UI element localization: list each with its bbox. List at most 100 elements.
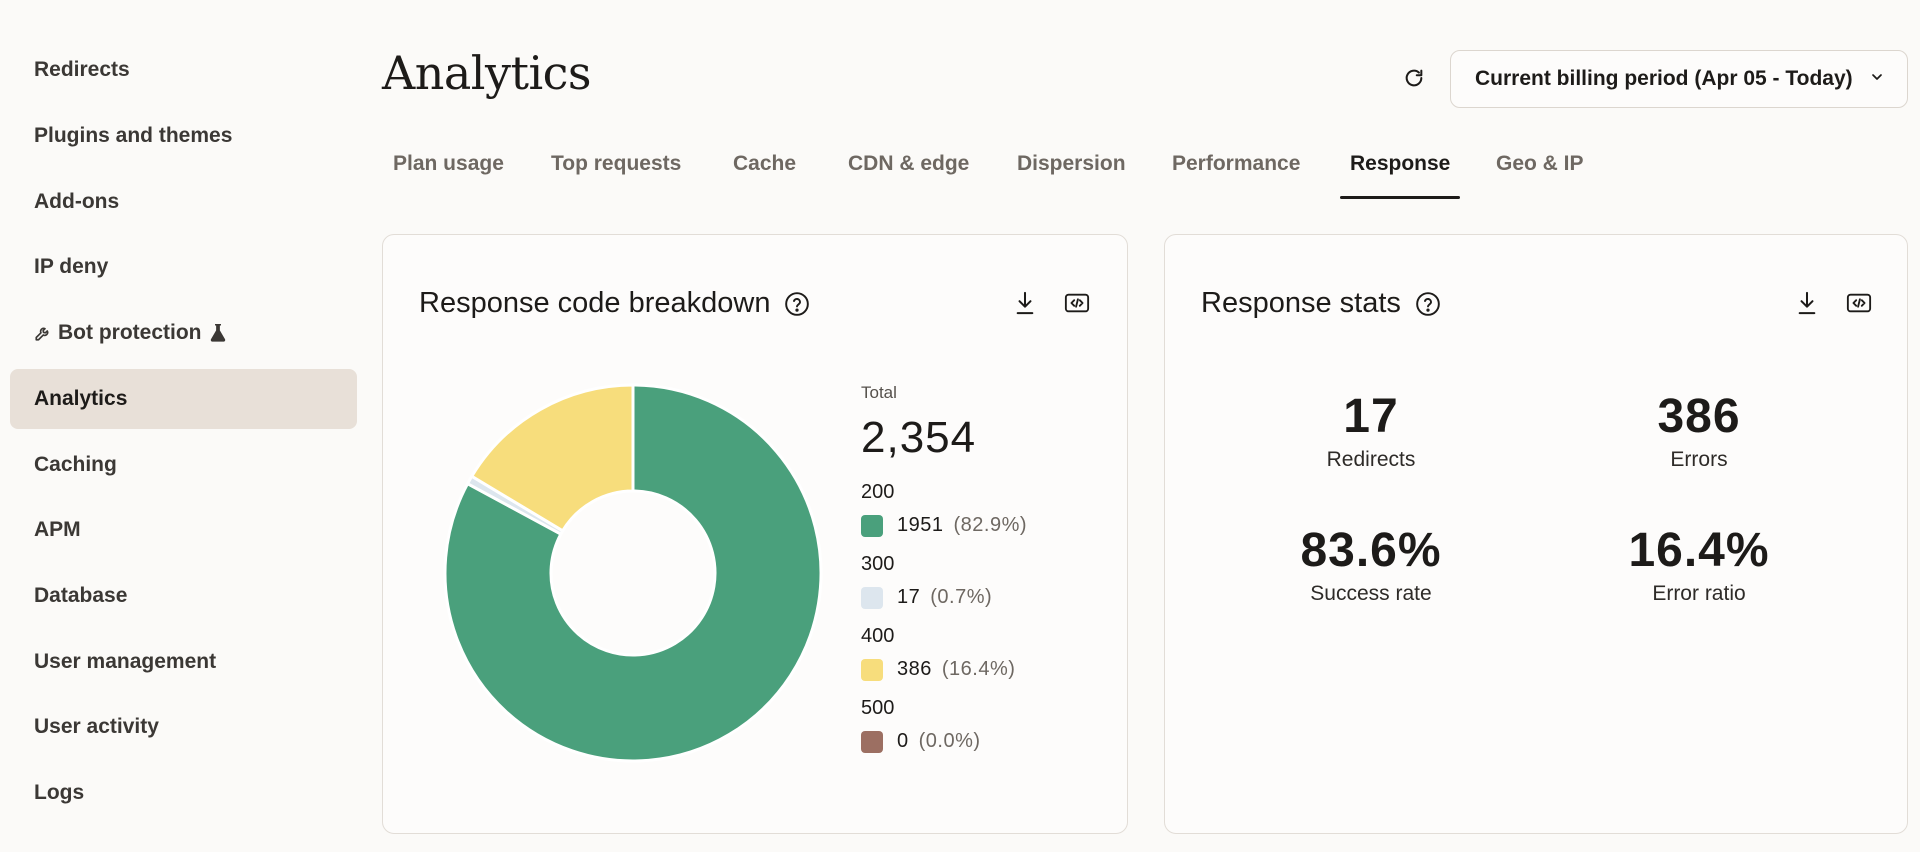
tab-label: Cache bbox=[733, 152, 797, 175]
code-icon bbox=[1846, 293, 1872, 313]
page-title: Analytics bbox=[382, 46, 592, 100]
stat-error-ratio: 16.4% Error ratio bbox=[1539, 523, 1859, 606]
sidebar-item-apm[interactable]: APM bbox=[10, 500, 357, 560]
billing-period-select[interactable]: Current billing period (Apr 05 - Today) bbox=[1450, 50, 1908, 108]
legend-count: 17 bbox=[897, 586, 921, 608]
legend-percent: (82.9%) bbox=[953, 514, 1028, 536]
legend-group-300: 300 17 (0.7%) bbox=[861, 553, 1101, 609]
sidebar-item-label: Redirects bbox=[34, 58, 130, 81]
download-icon bbox=[1016, 291, 1034, 315]
legend-code: 200 bbox=[861, 481, 895, 503]
embed-code-button[interactable] bbox=[1845, 289, 1873, 317]
card-title: Response code breakdown bbox=[419, 287, 810, 320]
stat-value: 17 bbox=[1343, 390, 1399, 443]
tab-dispersion[interactable]: Dispersion bbox=[1017, 152, 1126, 200]
card-actions bbox=[1011, 289, 1091, 317]
sidebar-item-database[interactable]: Database bbox=[10, 566, 357, 626]
stat-redirects: 17 Redirects bbox=[1211, 389, 1531, 472]
legend-group-500: 500 0 (0.0%) bbox=[861, 697, 1101, 753]
legend-code: 300 bbox=[861, 553, 895, 575]
legend-swatch bbox=[861, 730, 883, 753]
stat-label: Success rate bbox=[1310, 582, 1432, 605]
legend-percent: (0.0%) bbox=[918, 730, 981, 752]
sidebar-item-redirects[interactable]: Redirects bbox=[10, 40, 357, 100]
chart-legend: Total 2,354 200 1951 (82.9%) 300 17 (0.7… bbox=[861, 383, 1101, 753]
response-code-donut-chart bbox=[443, 383, 823, 763]
sidebar: Redirects Plugins and themes Add-ons IP … bbox=[0, 0, 368, 852]
sidebar-item-label: Logs bbox=[34, 781, 85, 804]
card-title-text: Response code breakdown bbox=[419, 287, 771, 319]
stat-value: 386 bbox=[1657, 390, 1741, 443]
tab-label: CDN & edge bbox=[848, 152, 970, 175]
tab-label: Performance bbox=[1172, 152, 1301, 175]
stat-value: 83.6% bbox=[1300, 524, 1442, 577]
legend-group-200: 200 1951 (82.9%) bbox=[861, 481, 1101, 537]
response-code-breakdown-card: Response code breakdown bbox=[382, 234, 1128, 834]
legend-count: 386 bbox=[897, 658, 932, 680]
sidebar-item-label: Bot protection bbox=[58, 321, 202, 344]
tab-cache[interactable]: Cache bbox=[733, 152, 796, 200]
legend-swatch bbox=[861, 658, 883, 681]
sidebar-item-label: User management bbox=[34, 650, 217, 673]
sidebar-item-label: Plugins and themes bbox=[34, 124, 233, 147]
sidebar-item-label: APM bbox=[34, 518, 81, 541]
sidebar-item-logs[interactable]: Logs bbox=[10, 763, 357, 823]
stat-errors: 386 Errors bbox=[1539, 389, 1859, 472]
tab-cdn-edge[interactable]: CDN & edge bbox=[848, 152, 969, 200]
tab-performance[interactable]: Performance bbox=[1172, 152, 1300, 200]
legend-group-400: 400 386 (16.4%) bbox=[861, 625, 1101, 681]
total-label: Total bbox=[861, 383, 897, 402]
legend-count: 0 bbox=[897, 730, 909, 752]
tab-label: Top requests bbox=[551, 152, 682, 175]
donut-slice-200[interactable] bbox=[443, 383, 823, 763]
tab-geo-ip[interactable]: Geo & IP bbox=[1496, 152, 1584, 200]
tab-label: Geo & IP bbox=[1496, 152, 1584, 175]
legend-code: 400 bbox=[861, 625, 895, 647]
card-title: Response stats bbox=[1201, 287, 1441, 320]
sidebar-item-user-activity[interactable]: User activity bbox=[10, 697, 357, 757]
sidebar-item-caching[interactable]: Caching bbox=[10, 435, 357, 495]
sidebar-item-bot-protection[interactable]: Bot protection bbox=[10, 303, 357, 363]
stat-label: Redirects bbox=[1326, 448, 1416, 471]
card-actions bbox=[1793, 289, 1873, 317]
card-title-text: Response stats bbox=[1201, 287, 1401, 319]
tab-label: Response bbox=[1350, 152, 1451, 175]
legend-code: 500 bbox=[861, 697, 895, 719]
wrench-icon bbox=[34, 324, 52, 342]
refresh-icon bbox=[1403, 67, 1425, 94]
legend-swatch bbox=[861, 586, 883, 609]
sidebar-item-user-management[interactable]: User management bbox=[10, 632, 357, 692]
legend-percent: (16.4%) bbox=[941, 658, 1016, 680]
sidebar-item-analytics[interactable]: Analytics bbox=[10, 369, 357, 429]
download-button[interactable] bbox=[1793, 289, 1821, 317]
legend-row: 1951 (82.9%) bbox=[861, 514, 1101, 537]
stat-label: Errors bbox=[1670, 448, 1728, 471]
embed-code-button[interactable] bbox=[1063, 289, 1091, 317]
help-icon[interactable] bbox=[1415, 291, 1441, 317]
stat-value: 16.4% bbox=[1628, 524, 1770, 577]
tab-label: Dispersion bbox=[1017, 152, 1126, 175]
billing-period-value: Current billing period (Apr 05 - Today) bbox=[1475, 67, 1853, 90]
legend-count: 1951 bbox=[897, 514, 944, 536]
sidebar-item-label: User activity bbox=[34, 715, 159, 738]
sidebar-item-ip-deny[interactable]: IP deny bbox=[10, 237, 357, 297]
code-icon bbox=[1064, 293, 1090, 313]
sidebar-item-plugins-and-themes[interactable]: Plugins and themes bbox=[10, 106, 357, 166]
legend-row: 17 (0.7%) bbox=[861, 586, 1101, 609]
sidebar-item-add-ons[interactable]: Add-ons bbox=[10, 172, 357, 232]
donut-slice-400[interactable] bbox=[469, 383, 635, 533]
sidebar-item-label: Analytics bbox=[34, 387, 128, 410]
tab-top-requests[interactable]: Top requests bbox=[551, 152, 681, 200]
tab-plan-usage[interactable]: Plan usage bbox=[393, 152, 504, 200]
tab-response[interactable]: Response bbox=[1339, 152, 1461, 200]
response-stats-card: Response stats bbox=[1164, 234, 1908, 834]
total-value: 2,354 bbox=[861, 413, 977, 462]
sidebar-item-label: IP deny bbox=[34, 255, 109, 278]
help-icon[interactable] bbox=[784, 291, 810, 317]
download-button[interactable] bbox=[1011, 289, 1039, 317]
stat-success-rate: 83.6% Success rate bbox=[1211, 523, 1531, 606]
sidebar-item-label: Database bbox=[34, 584, 128, 607]
refresh-button[interactable] bbox=[1396, 62, 1432, 98]
legend-row: 0 (0.0%) bbox=[861, 730, 1101, 753]
